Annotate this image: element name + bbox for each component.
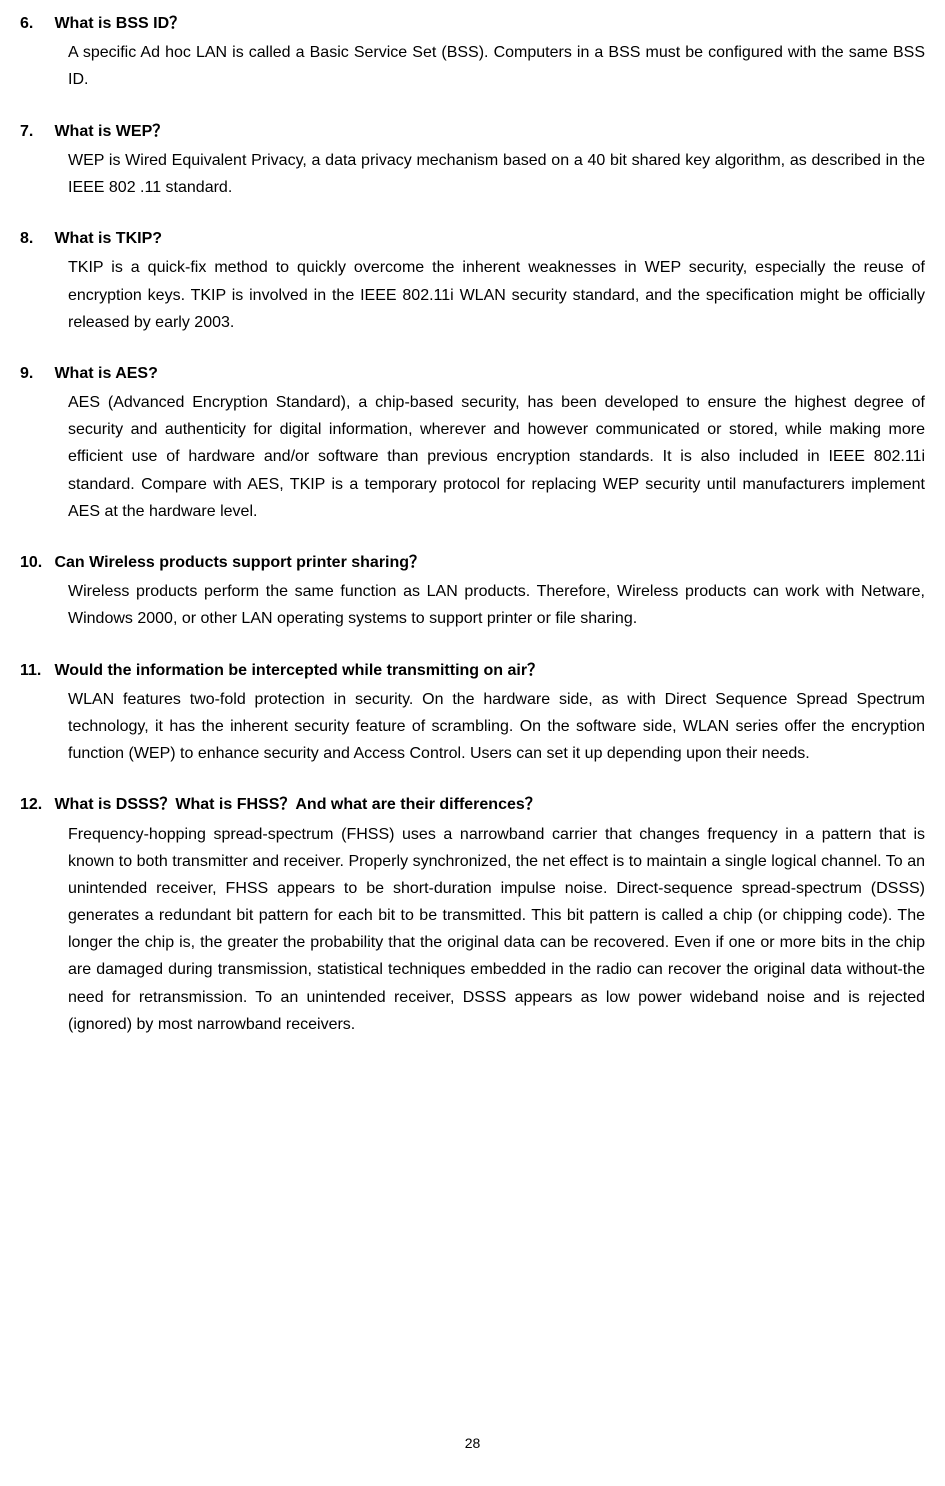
faq-answer: TKIP is a quick-fix method to quickly ov… — [20, 254, 925, 336]
faq-question: What is BSS ID？ — [54, 15, 185, 32]
faq-number: 10. — [20, 549, 50, 576]
faq-number: 6. — [20, 10, 50, 37]
faq-number: 8. — [20, 225, 50, 252]
faq-item: 9. What is AES? AES (Advanced Encryption… — [20, 360, 925, 525]
faq-list: 6. What is BSS ID？ A specific Ad hoc LAN… — [20, 10, 925, 1038]
faq-header: 6. What is BSS ID？ — [20, 10, 925, 37]
faq-header: 11. Would the information be intercepted… — [20, 657, 925, 684]
faq-header: 12. What is DSSS？What is FHSS？And what a… — [20, 791, 925, 818]
faq-number: 11. — [20, 657, 50, 684]
faq-answer: AES (Advanced Encryption Standard), a ch… — [20, 389, 925, 525]
faq-item: 7. What is WEP？ WEP is Wired Equivalent … — [20, 118, 925, 202]
faq-question: What is WEP？ — [54, 123, 168, 140]
faq-answer: Wireless products perform the same funct… — [20, 578, 925, 632]
faq-item: 10. Can Wireless products support printe… — [20, 549, 925, 633]
faq-header: 8. What is TKIP? — [20, 225, 925, 252]
faq-answer: WEP is Wired Equivalent Privacy, a data … — [20, 147, 925, 201]
faq-number: 9. — [20, 360, 50, 387]
faq-item: 12. What is DSSS？What is FHSS？And what a… — [20, 791, 925, 1038]
page-number: 28 — [465, 1432, 481, 1456]
faq-question: Would the information be intercepted whi… — [54, 662, 543, 679]
faq-question: What is AES? — [54, 365, 157, 382]
faq-question: Can Wireless products support printer sh… — [54, 554, 425, 571]
faq-question: What is DSSS？What is FHSS？And what are t… — [54, 796, 540, 813]
faq-question: What is TKIP? — [54, 230, 162, 247]
faq-header: 10. Can Wireless products support printe… — [20, 549, 925, 576]
faq-header: 9. What is AES? — [20, 360, 925, 387]
faq-answer: Frequency-hopping spread-spectrum (FHSS)… — [20, 821, 925, 1039]
faq-number: 7. — [20, 118, 50, 145]
faq-header: 7. What is WEP？ — [20, 118, 925, 145]
faq-answer: WLAN features two-fold protection in sec… — [20, 686, 925, 768]
faq-number: 12. — [20, 791, 50, 818]
faq-item: 6. What is BSS ID？ A specific Ad hoc LAN… — [20, 10, 925, 94]
faq-item: 8. What is TKIP? TKIP is a quick-fix met… — [20, 225, 925, 336]
faq-answer: A specific Ad hoc LAN is called a Basic … — [20, 39, 925, 93]
faq-item: 11. Would the information be intercepted… — [20, 657, 925, 768]
